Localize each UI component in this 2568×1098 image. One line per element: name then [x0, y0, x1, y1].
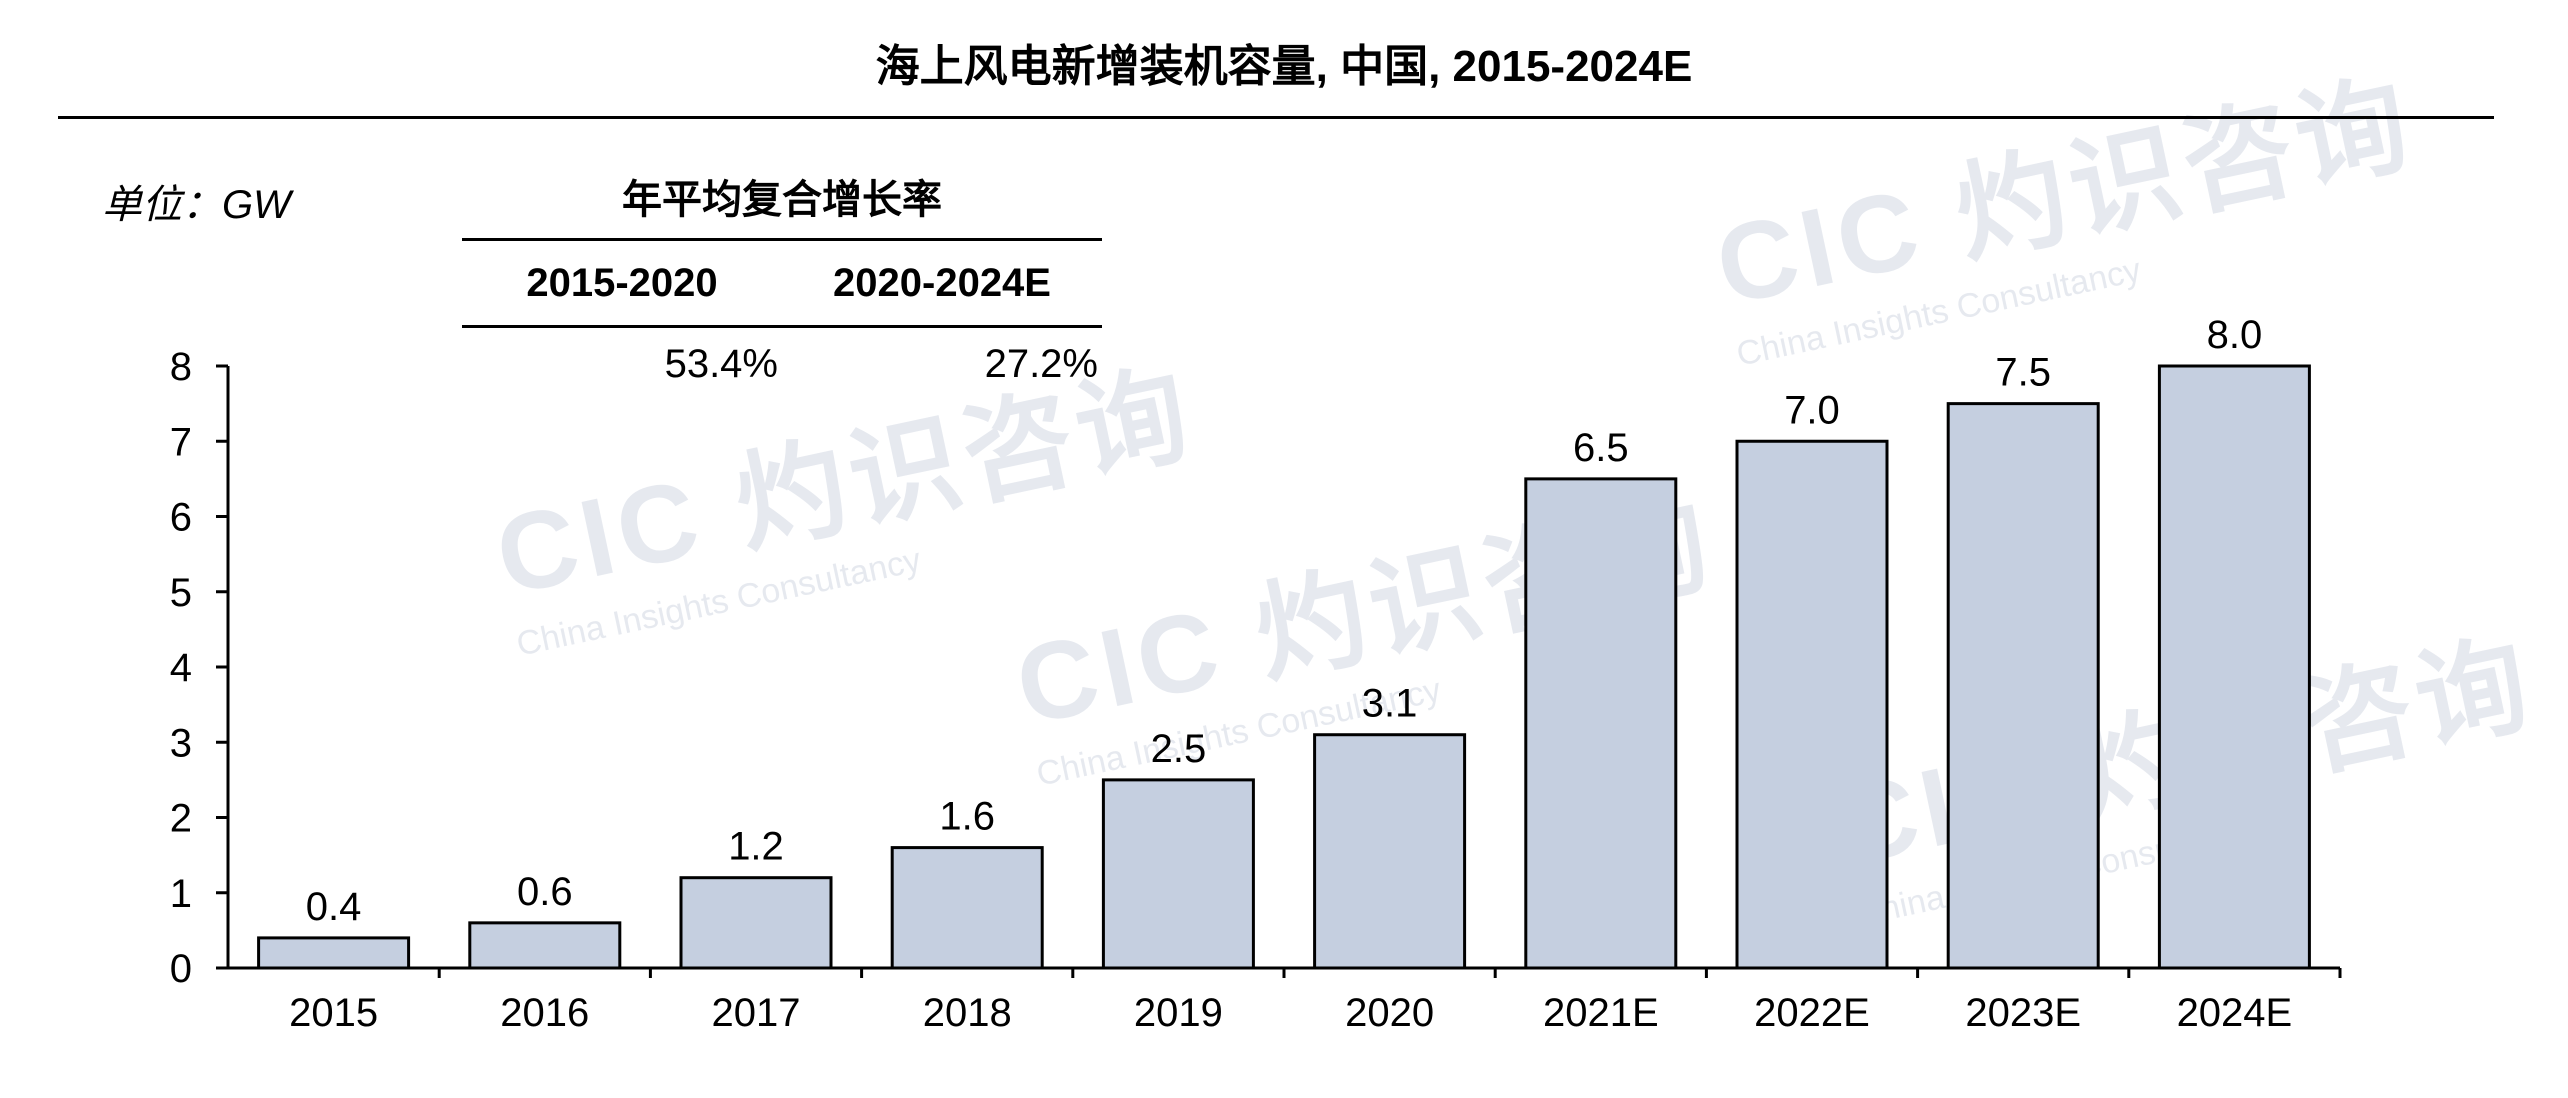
cagr-period-label: 2020-2024E — [833, 260, 1051, 305]
cagr-period-label: 2015-2020 — [526, 260, 718, 305]
title-divider — [58, 116, 2494, 119]
x-axis: 2015 2016 2017 2018 2019 2020 2021E 2022E 2023E 2… — [228, 966, 2342, 1035]
x-tick-label: 2024E — [2177, 991, 2293, 1035]
x-tick-label: 2019 — [1134, 991, 1223, 1035]
y-tick-label: 1 — [170, 872, 192, 916]
bar — [468, 921, 622, 970]
bar-value-label: 1.6 — [939, 795, 995, 839]
bar-value-label: 0.4 — [306, 885, 362, 929]
value-labels-layer: 0.4 0.6 1.2 1.6 2.5 3.1 6.5 7.0 7.5 8.0 — [306, 313, 2262, 929]
cagr-table: 年平均复合增长率 2015-2020 2020-2024E 53.4% 27.2… — [462, 170, 1102, 387]
cagr-value: 53.4% — [664, 342, 778, 386]
bar — [2157, 364, 2311, 970]
bar — [890, 846, 1044, 970]
x-tick-label: 2023E — [1965, 991, 2081, 1035]
chart-title: 海上风电新增装机容量, 中国, 2015-2024E — [875, 42, 1693, 91]
unit-label: 单位：GW — [102, 183, 291, 227]
bar-value-label: 7.5 — [1995, 351, 2051, 395]
cagr-top-rule — [462, 238, 1102, 241]
bar — [1524, 477, 1678, 970]
cagr-bottom-rule — [462, 325, 1102, 328]
bar-value-label: 1.2 — [728, 825, 784, 869]
bar-value-label: 3.1 — [1362, 682, 1418, 726]
bar — [1946, 402, 2100, 970]
x-tick-label: 2017 — [712, 991, 801, 1035]
bar-value-label: 8.0 — [2207, 313, 2263, 357]
x-tick-label: 2022E — [1754, 991, 1870, 1035]
bar — [679, 876, 833, 970]
bar-value-label: 0.6 — [517, 870, 573, 914]
bar — [1101, 778, 1255, 970]
y-tick-label: 2 — [170, 797, 192, 841]
y-tick-label: 3 — [170, 721, 192, 765]
bar-value-label: 6.5 — [1573, 426, 1629, 470]
x-tick-label: 2020 — [1345, 991, 1434, 1035]
bars-layer — [257, 364, 2311, 970]
cagr-values: 53.4% 27.2% — [462, 342, 1102, 387]
bar — [257, 936, 411, 970]
x-tick-label: 2021E — [1543, 991, 1659, 1035]
y-tick-label: 6 — [170, 496, 192, 540]
bar — [1313, 733, 1467, 970]
cagr-period-headers: 2015-2020 2020-2024E — [462, 241, 1102, 325]
y-axis: 0 1 2 3 4 5 6 7 8 — [170, 345, 230, 991]
cagr-value: 27.2% — [984, 342, 1098, 386]
cagr-heading: 年平均复合增长率 — [622, 178, 942, 222]
x-tick-label: 2015 — [289, 991, 378, 1035]
bar — [1735, 439, 1889, 970]
y-tick-label: 8 — [170, 345, 192, 389]
x-tick-label: 2016 — [500, 991, 589, 1035]
x-tick-label: 2018 — [923, 991, 1012, 1035]
y-tick-label: 7 — [170, 420, 192, 464]
y-tick-label: 4 — [170, 646, 192, 690]
y-tick-label: 5 — [170, 571, 192, 615]
bar-value-label: 2.5 — [1151, 727, 1207, 771]
y-tick-label: 0 — [170, 947, 192, 991]
bar-value-label: 7.0 — [1784, 388, 1840, 432]
